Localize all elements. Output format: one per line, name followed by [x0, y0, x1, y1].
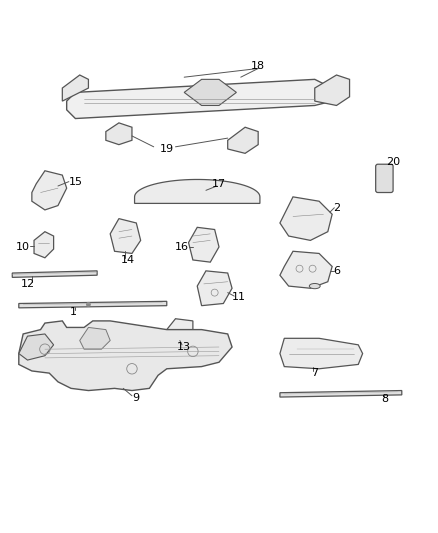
Text: 7: 7	[311, 368, 318, 378]
Polygon shape	[19, 321, 232, 391]
Polygon shape	[80, 327, 110, 349]
Polygon shape	[32, 171, 67, 210]
FancyBboxPatch shape	[376, 164, 393, 192]
Polygon shape	[34, 232, 53, 258]
Polygon shape	[228, 127, 258, 154]
Polygon shape	[197, 271, 232, 305]
Text: 19: 19	[160, 144, 174, 154]
Text: 12: 12	[21, 279, 35, 289]
Polygon shape	[280, 251, 332, 288]
Polygon shape	[67, 79, 332, 118]
Text: 20: 20	[386, 157, 400, 167]
Polygon shape	[315, 75, 350, 106]
Polygon shape	[134, 180, 260, 204]
Circle shape	[87, 303, 90, 306]
Text: 17: 17	[212, 179, 226, 189]
Text: 9: 9	[133, 393, 140, 403]
Text: 6: 6	[333, 266, 340, 276]
Polygon shape	[184, 79, 237, 106]
Polygon shape	[280, 197, 332, 240]
Polygon shape	[167, 319, 193, 341]
Text: 11: 11	[232, 292, 246, 302]
Polygon shape	[12, 271, 97, 277]
Polygon shape	[188, 228, 219, 262]
Text: 2: 2	[333, 203, 340, 213]
Text: 15: 15	[68, 176, 82, 187]
Ellipse shape	[309, 284, 320, 289]
Polygon shape	[19, 334, 53, 360]
Polygon shape	[110, 219, 141, 254]
Text: 18: 18	[251, 61, 265, 71]
Text: 13: 13	[177, 342, 191, 352]
Polygon shape	[106, 123, 132, 144]
Text: 1: 1	[70, 307, 77, 317]
Polygon shape	[280, 338, 363, 369]
Polygon shape	[280, 391, 402, 397]
Text: 8: 8	[381, 394, 388, 404]
Text: 10: 10	[16, 242, 30, 252]
Text: 14: 14	[120, 255, 134, 265]
Text: 16: 16	[175, 242, 189, 252]
Polygon shape	[62, 75, 88, 101]
Polygon shape	[19, 301, 167, 308]
